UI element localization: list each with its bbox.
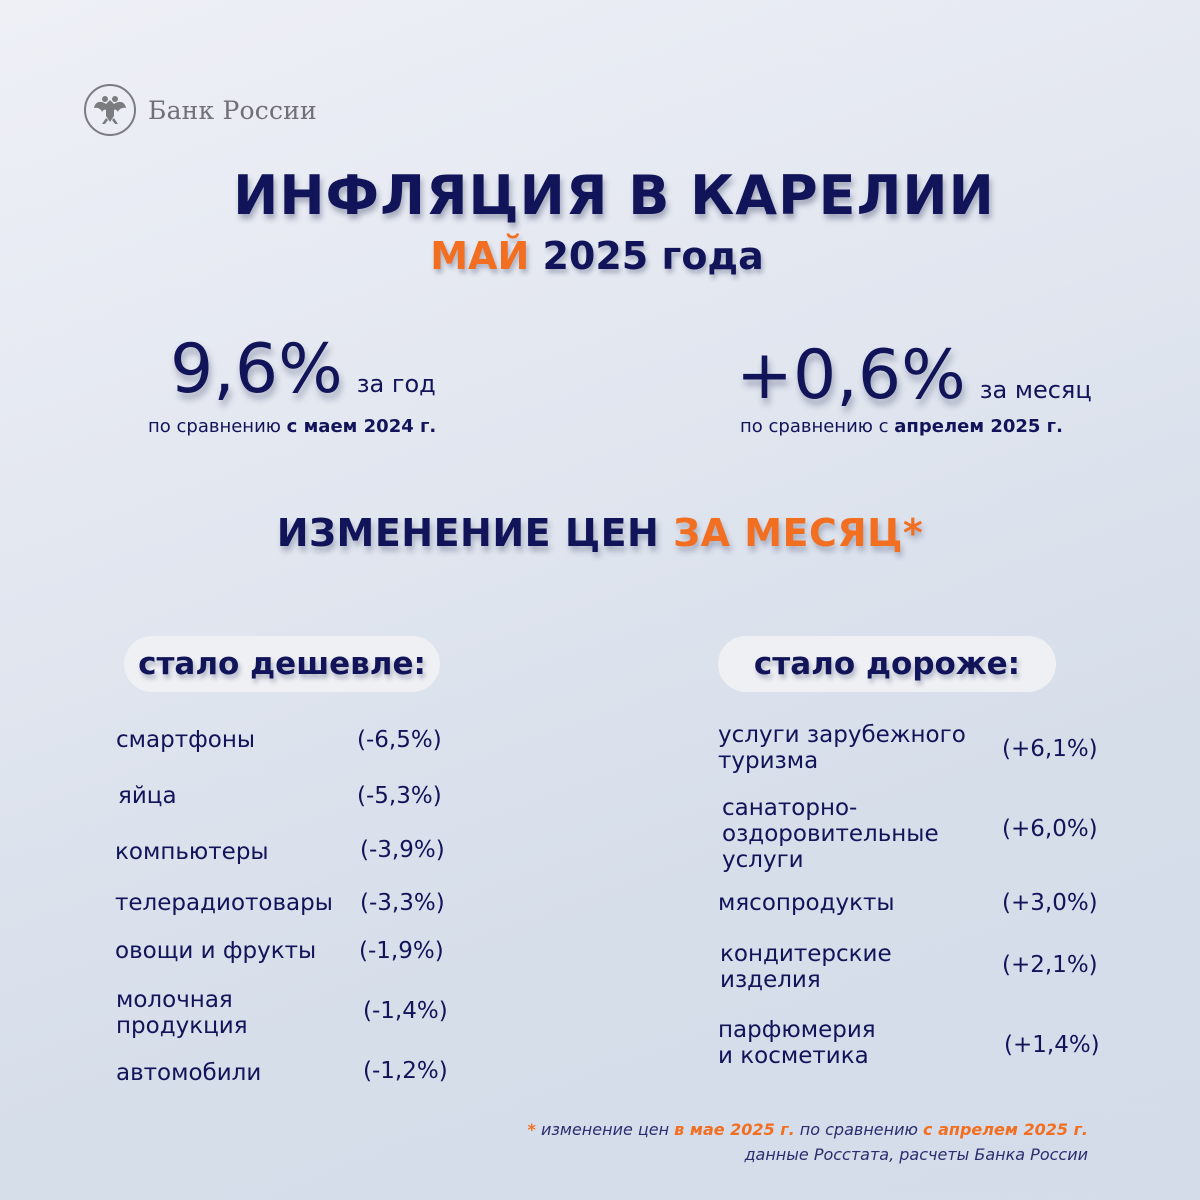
footnote-source: данные Росстата, расчеты Банка России [744, 1145, 1088, 1164]
pricier-item-label: услуги зарубежного туризма [718, 722, 966, 774]
footnote-accent-2: с апрелем 2025 г. [923, 1120, 1088, 1139]
annual-inflation-value: 9,6% [170, 330, 343, 409]
pricier-item-value: (+6,0%) [1002, 816, 1098, 842]
annual-inflation-unit: за год [356, 370, 436, 398]
footnote-accent-1: в мае 2025 г. [674, 1120, 795, 1139]
footnote-text-1: изменение цен [535, 1120, 675, 1139]
monthly-compare-text: по сравнению с апрелем 2025 г. [740, 416, 1063, 437]
cheaper-heading-pill: стало дешевле: [124, 636, 440, 692]
pricier-item-value: (+6,1%) [1002, 736, 1098, 762]
footnote-text-2: по сравнению [794, 1120, 924, 1139]
annual-compare-text: по сравнению с маем 2024 г. [148, 416, 436, 437]
cheaper-item-label: яйца [118, 783, 177, 809]
period-subtitle: МАЙ 2025 года [0, 234, 1194, 278]
price-change-heading: ИЗМЕНЕНИЕ ЦЕН ЗА МЕСЯЦ* [0, 511, 1200, 555]
cheaper-item-label: молочная продукция [116, 987, 248, 1039]
pricier-item-label: санаторно- оздоровительные услуги [722, 795, 939, 873]
cheaper-item-value: (-3,3%) [360, 890, 445, 916]
pricier-item-value: (+3,0%) [1002, 890, 1098, 916]
cheaper-item-label: компьютеры [115, 839, 269, 865]
monthly-inflation-block: +0,6% за месяц [736, 342, 1092, 410]
price-change-heading-main: ИЗМЕНЕНИЕ ЦЕН [276, 511, 674, 555]
cheaper-item-value: (-5,3%) [357, 783, 442, 809]
monthly-compare-prefix: по сравнению с [740, 416, 895, 437]
cheaper-item-value: (-6,5%) [357, 727, 442, 753]
pricier-heading-pill: стало дороже: [718, 636, 1056, 692]
period-month: МАЙ [430, 234, 530, 278]
pricier-heading: стало дороже: [753, 646, 1021, 682]
monthly-inflation-value: +0,6% [736, 336, 966, 415]
footnote-definition: * изменение цен в мае 2025 г. по сравнен… [528, 1120, 1088, 1139]
price-change-heading-accent: ЗА МЕСЯЦ* [673, 511, 924, 555]
cheaper-item-value: (-1,4%) [363, 998, 448, 1024]
bank-name: Банк России [148, 95, 317, 125]
cheaper-item-label: автомобили [116, 1060, 262, 1086]
annual-compare-period: с маем 2024 г. [286, 416, 437, 437]
pricier-item-value: (+1,4%) [1004, 1032, 1100, 1058]
eagle-emblem-icon [84, 84, 136, 136]
pricier-item-label: парфюмерия и косметика [718, 1017, 876, 1069]
bank-logo: Банк России [84, 84, 317, 136]
monthly-inflation-unit: за месяц [979, 376, 1092, 404]
pricier-item-label: кондитерские изделия [720, 941, 892, 993]
cheaper-item-label: смартфоны [116, 727, 256, 753]
footnote-star: * [527, 1120, 536, 1139]
pricier-item-label: мясопродукты [718, 890, 895, 916]
annual-inflation-block: 9,6% за год [170, 336, 436, 404]
cheaper-item-value: (-1,2%) [363, 1058, 448, 1084]
cheaper-item-label: телерадиотовары [115, 890, 333, 916]
cheaper-item-value: (-3,9%) [360, 837, 445, 863]
cheaper-heading: стало дешевле: [138, 646, 426, 682]
cheaper-item-label: овощи и фрукты [115, 938, 317, 964]
monthly-compare-period: апрелем 2025 г. [894, 416, 1063, 437]
annual-compare-prefix: по сравнению [148, 416, 287, 437]
cheaper-item-value: (-1,9%) [359, 938, 444, 964]
page-title: ИНФЛЯЦИЯ В КАРЕЛИИ [233, 164, 995, 227]
period-year: 2025 года [542, 234, 764, 278]
pricier-item-value: (+2,1%) [1002, 952, 1098, 978]
